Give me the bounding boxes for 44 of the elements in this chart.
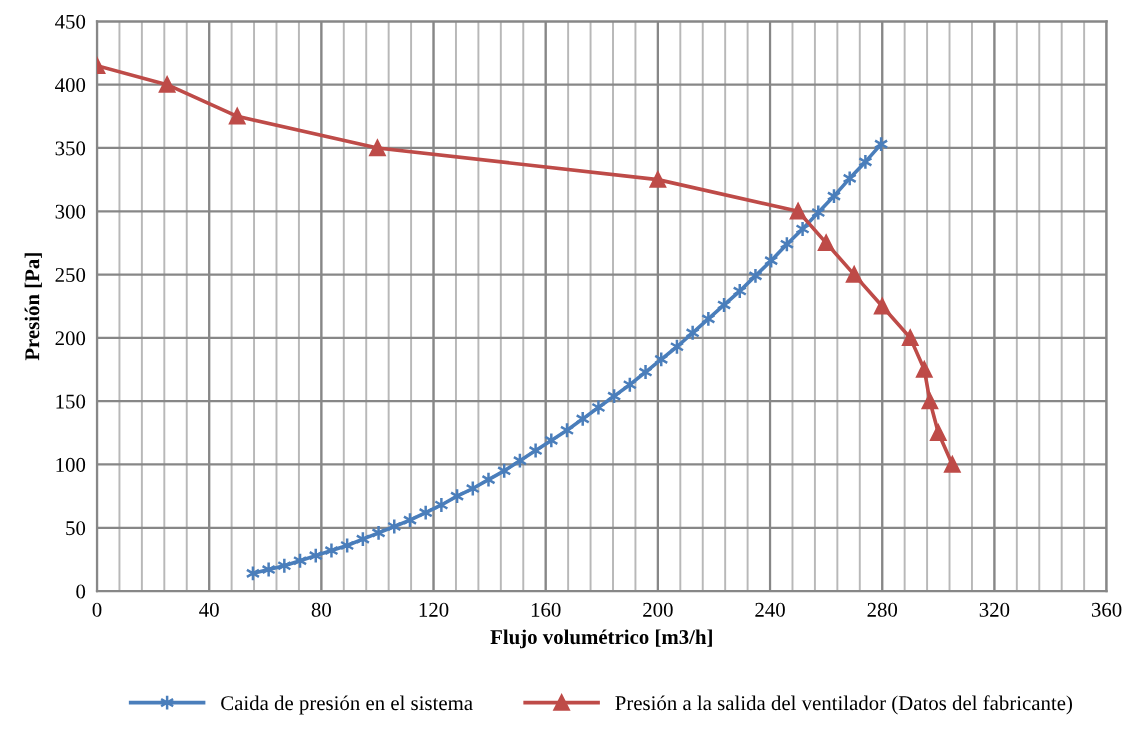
point xyxy=(701,310,716,328)
y-tick-label: 250 xyxy=(55,267,86,283)
point xyxy=(649,171,667,188)
y-tick-label: 150 xyxy=(56,394,86,409)
point xyxy=(638,363,653,381)
x-tick-label: 40 xyxy=(199,602,219,617)
x-tick-label: 240 xyxy=(755,602,785,617)
x-tick-label: 0 xyxy=(92,602,102,617)
point xyxy=(795,220,810,238)
x-tick-label: 80 xyxy=(311,602,331,617)
point xyxy=(874,298,891,315)
point xyxy=(944,456,961,473)
point xyxy=(921,392,939,410)
y-tick-label: 300 xyxy=(55,204,86,219)
point xyxy=(324,542,339,559)
point xyxy=(229,108,246,125)
x-axis-title: Flujo volumétrico [m3/h] xyxy=(490,629,712,649)
point xyxy=(916,361,933,378)
y-tick-label: 350 xyxy=(55,141,86,156)
point xyxy=(434,496,449,514)
legend-label: Caida de presión en el sistema xyxy=(221,695,473,715)
point xyxy=(158,76,176,93)
x-tick-label: 200 xyxy=(643,602,673,617)
y-tick-label: 450 xyxy=(55,14,86,29)
y-axis-title: Presión [Pa] xyxy=(24,253,42,361)
point xyxy=(369,139,386,157)
point xyxy=(845,266,863,283)
y-tick-label: 400 xyxy=(55,78,86,93)
x-tick-label: 360 xyxy=(1091,602,1122,617)
point xyxy=(930,424,947,442)
point xyxy=(817,234,835,252)
legend-label: Presión a la salida del ventilador (Datos del fabricante) xyxy=(615,695,1072,715)
point xyxy=(902,329,919,347)
point xyxy=(575,410,590,428)
point xyxy=(789,203,807,220)
point xyxy=(858,153,873,171)
x-tick-label: 320 xyxy=(979,602,1010,617)
y-tick-label: 100 xyxy=(56,457,86,472)
x-tick-label: 160 xyxy=(531,602,561,617)
y-tick-label: 50 xyxy=(66,521,86,536)
x-tick-label: 120 xyxy=(419,602,449,617)
y-tick-label: 0 xyxy=(76,584,86,599)
x-tick-label: 280 xyxy=(867,602,898,617)
y-tick-label: 200 xyxy=(55,331,86,346)
